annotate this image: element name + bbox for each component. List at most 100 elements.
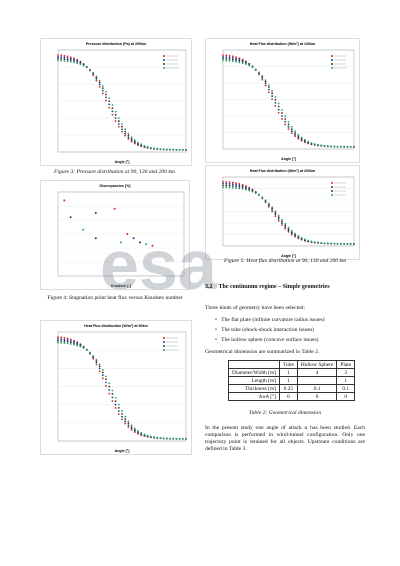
decorative-marker <box>66 337 69 340</box>
decorative-marker <box>146 145 149 148</box>
decorative-marker <box>124 415 127 418</box>
decorative-marker <box>114 110 117 113</box>
decorative-marker <box>228 54 231 57</box>
decorative-marker <box>333 242 336 245</box>
decorative-marker <box>287 128 290 131</box>
decorative-marker <box>111 400 114 402</box>
plot-area <box>57 331 187 442</box>
decorative-marker <box>82 347 85 350</box>
legend-swatch <box>331 182 333 184</box>
decorative-marker <box>343 242 346 245</box>
decorative-marker <box>317 143 319 146</box>
decorative-marker <box>284 226 287 229</box>
decorative-marker <box>108 382 111 385</box>
decorative-marker <box>130 137 133 140</box>
legend-swatch <box>163 341 165 343</box>
decorative-marker <box>245 63 247 66</box>
bullet-text: The flat plate (infinite curvature radiu… <box>221 317 325 323</box>
decorative-marker <box>264 80 267 83</box>
decorative-marker <box>69 341 72 344</box>
x-axis-label: Angle [°] <box>115 160 130 164</box>
decorative-marker <box>69 60 72 63</box>
decorative-marker <box>127 138 130 140</box>
legend-swatch <box>331 59 333 61</box>
decorative-marker <box>349 145 352 148</box>
decorative-marker <box>178 437 181 440</box>
decorative-marker <box>228 186 231 189</box>
decorative-marker <box>225 57 228 60</box>
decorative-marker <box>241 188 244 190</box>
decorative-marker <box>281 115 283 117</box>
decorative-marker <box>60 338 63 341</box>
decorative-marker <box>235 183 237 186</box>
legend-swatch <box>163 345 165 347</box>
bullet-text: The hollow sphere (concave surface issue… <box>221 337 319 343</box>
decorative-marker <box>101 87 104 90</box>
decorative-marker <box>297 133 300 136</box>
legend-swatch <box>331 55 333 57</box>
decorative-marker <box>76 343 79 346</box>
decorative-marker <box>69 343 72 345</box>
decorative-marker <box>287 120 290 123</box>
decorative-marker <box>235 57 237 60</box>
decorative-marker <box>98 370 101 372</box>
decorative-marker <box>310 141 313 144</box>
decorative-marker <box>330 145 332 148</box>
decorative-marker <box>300 136 303 139</box>
decorative-marker <box>130 426 133 428</box>
decorative-marker <box>261 196 264 199</box>
decorative-marker <box>238 58 241 61</box>
decorative-marker <box>159 148 162 150</box>
decorative-marker <box>181 437 184 440</box>
decorative-marker <box>98 367 101 370</box>
decorative-marker <box>121 125 123 128</box>
table-row: Tube Hollow Sphere Plate <box>228 360 356 369</box>
table-cell: Length [m] <box>228 376 280 385</box>
table-cell: Thickness [m] <box>228 384 280 393</box>
decorative-marker <box>228 184 231 187</box>
decorative-marker <box>95 75 98 78</box>
decorative-marker <box>98 81 101 84</box>
decorative-marker <box>162 437 165 440</box>
decorative-marker <box>156 147 159 150</box>
decorative-marker <box>185 438 187 440</box>
decorative-marker <box>300 137 303 140</box>
decorative-marker <box>105 96 107 99</box>
decorative-marker <box>317 241 319 244</box>
decorative-marker <box>105 99 107 102</box>
decorative-marker <box>114 113 117 116</box>
decorative-marker <box>313 143 316 145</box>
decorative-marker <box>290 132 293 135</box>
decorative-marker <box>130 429 133 431</box>
decorative-marker <box>66 342 69 345</box>
decorative-marker <box>57 337 59 340</box>
decorative-marker <box>245 188 247 191</box>
decorative-marker <box>228 183 231 185</box>
decorative-marker <box>92 71 95 74</box>
decorative-marker <box>294 232 296 235</box>
table-cell: 0.1 <box>336 384 356 393</box>
decorative-marker <box>267 88 270 91</box>
decorative-marker <box>108 106 111 109</box>
decorative-marker <box>225 59 228 62</box>
decorative-marker <box>143 433 146 436</box>
decorative-marker <box>271 206 274 209</box>
decorative-marker <box>101 371 104 374</box>
decorative-marker <box>277 219 280 222</box>
decorative-marker <box>264 199 267 202</box>
decorative-marker <box>323 242 326 245</box>
decorative-marker <box>105 375 107 378</box>
decorative-marker <box>277 111 280 114</box>
decorative-marker <box>277 218 280 220</box>
decorative-marker <box>222 184 224 187</box>
decorative-marker <box>165 437 168 440</box>
decorative-marker <box>235 60 237 63</box>
decorative-marker <box>111 389 114 392</box>
plot-area <box>57 49 187 153</box>
decorative-marker <box>66 57 69 59</box>
decorative-marker <box>124 418 127 421</box>
decorative-marker <box>66 60 69 63</box>
decorative-marker <box>274 96 277 98</box>
decorative-marker <box>225 182 228 185</box>
table-row: Length [m] 1 1 <box>228 376 356 385</box>
